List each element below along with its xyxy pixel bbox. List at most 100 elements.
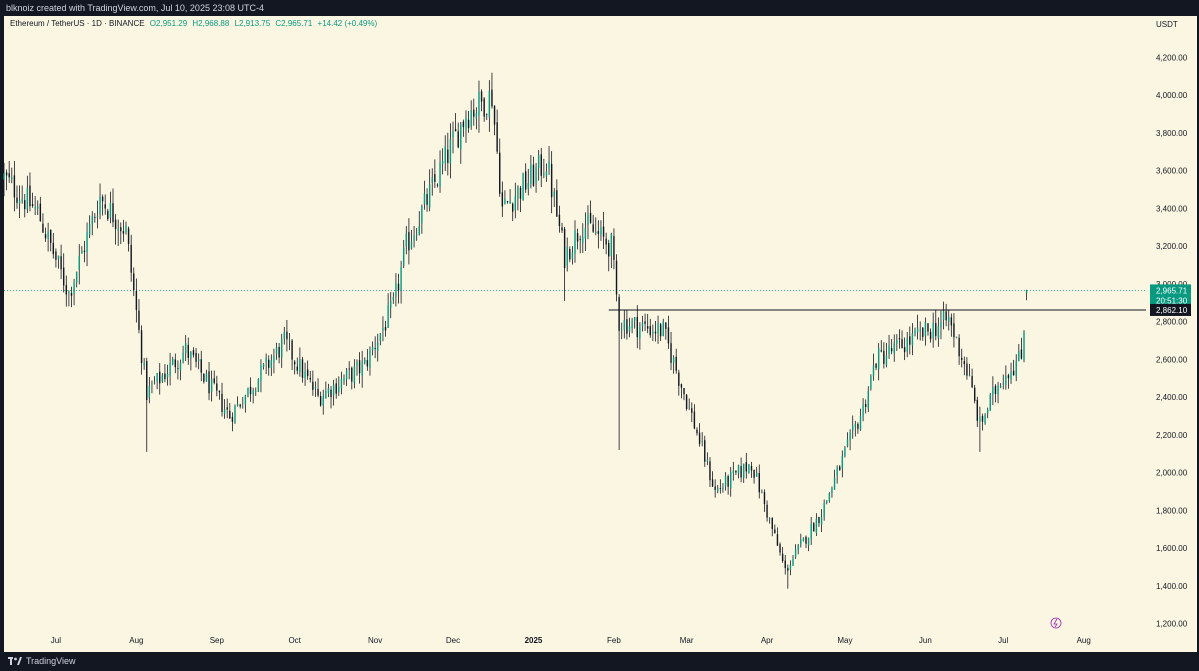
candle-body — [239, 404, 241, 407]
candle-body — [514, 196, 517, 211]
candle-body — [880, 350, 882, 352]
x-tick-label: Apr — [761, 636, 774, 645]
candle-body — [418, 225, 420, 235]
candle-body — [73, 282, 75, 294]
chart-pane[interactable] — [4, 16, 1197, 652]
candle-body — [675, 356, 677, 371]
candle-body — [449, 139, 452, 164]
candle-body — [815, 518, 818, 534]
candle-body — [831, 488, 833, 494]
candle-body — [615, 260, 618, 295]
candle-body — [621, 329, 623, 331]
candle-body — [909, 336, 911, 345]
candle-body — [862, 404, 864, 417]
candle-body — [57, 255, 60, 260]
candle-body — [475, 112, 478, 119]
candle-body — [493, 105, 496, 125]
candle-body — [236, 403, 239, 406]
candle-body — [3, 173, 5, 180]
y-tick-label: 2,400.00 — [1156, 393, 1188, 402]
candle-body — [797, 545, 799, 551]
candle-body — [88, 224, 91, 235]
y-tick-label: 2,800.00 — [1156, 318, 1188, 327]
x-tick-label: Jun — [919, 636, 932, 645]
candle-body — [823, 503, 825, 517]
candle-body — [434, 174, 436, 182]
candle-body — [159, 371, 161, 384]
candle-body — [478, 91, 480, 116]
candle-body — [924, 322, 927, 336]
candle-body — [530, 164, 532, 184]
candle-body — [273, 355, 275, 363]
candle-body — [75, 271, 78, 283]
candle-body — [327, 387, 330, 394]
candle-body — [805, 536, 807, 544]
candle-body — [1018, 351, 1020, 362]
candle-body — [65, 285, 68, 295]
candle-body — [644, 321, 646, 324]
candle-body — [223, 409, 226, 414]
candle-body — [968, 375, 971, 377]
candle-body — [719, 488, 722, 489]
candle-body — [945, 311, 947, 321]
candle-body — [883, 350, 885, 364]
y-tick-label: 1,400.00 — [1156, 582, 1188, 591]
candle-body — [428, 184, 431, 208]
candle-body — [195, 353, 197, 362]
candle-body — [431, 177, 433, 183]
candle-body — [330, 389, 332, 398]
candle-body — [37, 206, 39, 209]
candle-body — [364, 359, 366, 363]
candle-body — [16, 197, 18, 203]
candle-body — [226, 407, 228, 410]
candle-body — [750, 465, 753, 471]
candle-body — [854, 424, 857, 427]
candle-body — [390, 300, 392, 308]
candle-body — [649, 326, 651, 336]
candle-body — [701, 441, 703, 442]
candle-body — [44, 234, 47, 239]
candle-body — [314, 386, 317, 389]
candle-body — [1025, 290, 1028, 294]
candle-body — [522, 173, 524, 201]
tradingview-logo-icon[interactable] — [8, 653, 22, 671]
symbol-legend: Ethereum / TetherUS · 1D · BINANCE O2,95… — [10, 19, 380, 28]
candle-body — [628, 326, 631, 332]
candle-body — [810, 524, 812, 539]
candle-body — [989, 394, 991, 411]
candle-body — [587, 214, 589, 225]
candle-body — [187, 344, 189, 358]
y-tick-label: 3,200.00 — [1156, 242, 1188, 251]
candle-body — [914, 330, 916, 334]
candle-body — [486, 113, 488, 115]
candle-body — [1020, 349, 1023, 359]
candle-body — [519, 187, 522, 199]
candle-body — [714, 486, 716, 490]
candle-body — [685, 394, 688, 409]
candle-body — [457, 131, 459, 148]
candle-body — [527, 183, 529, 189]
resistance-price-badge — [1150, 303, 1191, 316]
current-price-value: 2,965.71 — [1156, 286, 1188, 295]
candle-body — [439, 162, 441, 187]
candle-body — [545, 171, 548, 177]
candle-body — [262, 363, 265, 367]
y-tick-label: 3,800.00 — [1156, 129, 1188, 138]
candle-body — [366, 360, 369, 367]
candle-body — [683, 388, 685, 395]
candle-body — [961, 357, 963, 360]
candle-body — [509, 200, 511, 204]
candle-body — [249, 386, 252, 395]
candle-body — [602, 226, 605, 237]
candle-body — [340, 378, 343, 389]
candle-body — [646, 326, 649, 329]
x-tick-label: 2025 — [525, 636, 543, 645]
candle-body — [122, 231, 125, 234]
currency-label: USDT — [1156, 20, 1178, 29]
candle-body — [166, 374, 169, 378]
candle-body — [270, 360, 273, 369]
candle-body — [566, 246, 568, 266]
candle-body — [916, 327, 919, 333]
candle-body — [29, 185, 31, 207]
